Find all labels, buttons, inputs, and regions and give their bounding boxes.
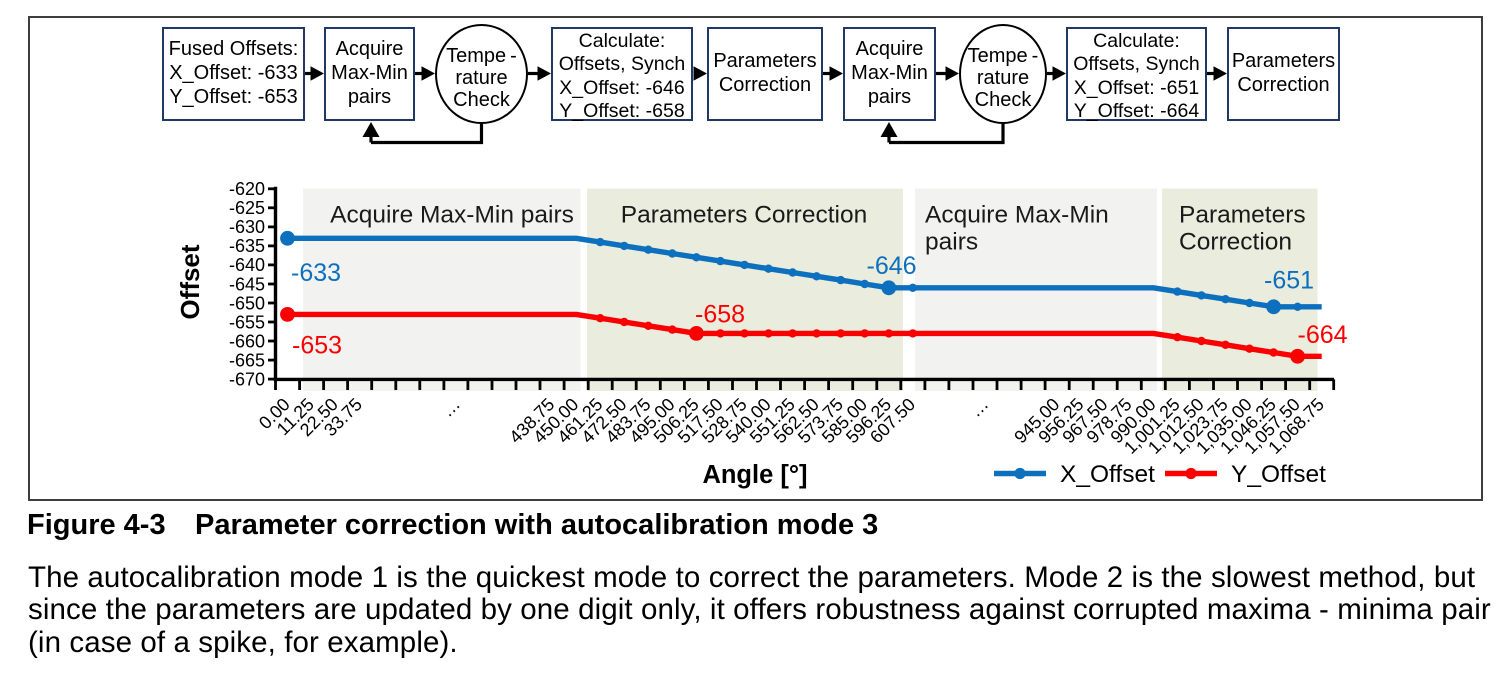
svg-text:Acquire Max-Min pairs: Acquire Max-Min pairs	[330, 202, 574, 229]
svg-text:Parameters: Parameters	[1179, 202, 1306, 229]
svg-text:Acquire Max-Min: Acquire Max-Min	[925, 202, 1109, 229]
svg-text:-651: -651	[1264, 267, 1314, 295]
svg-text:Y_Offset: Y_Offset	[1231, 461, 1326, 488]
svg-text:-646: -646	[867, 252, 917, 280]
svg-text:-625: -625	[229, 198, 265, 218]
svg-text:pairs: pairs	[925, 229, 978, 256]
svg-text:-630: -630	[229, 217, 265, 237]
svg-text:-645: -645	[229, 274, 265, 294]
svg-text:Correction: Correction	[1179, 229, 1292, 256]
svg-text:-633: -633	[291, 259, 341, 287]
svg-text:-660: -660	[229, 331, 265, 351]
svg-text:-655: -655	[229, 312, 265, 332]
svg-text:-640: -640	[229, 255, 265, 275]
svg-text:Parameters Correction: Parameters Correction	[621, 202, 867, 229]
svg-text:…: …	[437, 394, 464, 421]
svg-text:-620: -620	[229, 179, 265, 199]
svg-text:-658: -658	[695, 301, 745, 329]
svg-text:-670: -670	[229, 369, 265, 389]
svg-text:-653: -653	[292, 332, 342, 360]
svg-text:-650: -650	[229, 293, 265, 313]
svg-text:Angle [°]: Angle [°]	[702, 461, 807, 489]
svg-text:-635: -635	[229, 236, 265, 256]
svg-text:Offset: Offset	[175, 244, 205, 319]
svg-text:X_Offset: X_Offset	[1060, 461, 1155, 488]
svg-text:-665: -665	[229, 350, 265, 370]
svg-text:-664: -664	[1298, 321, 1348, 349]
svg-text:…: …	[965, 394, 992, 421]
